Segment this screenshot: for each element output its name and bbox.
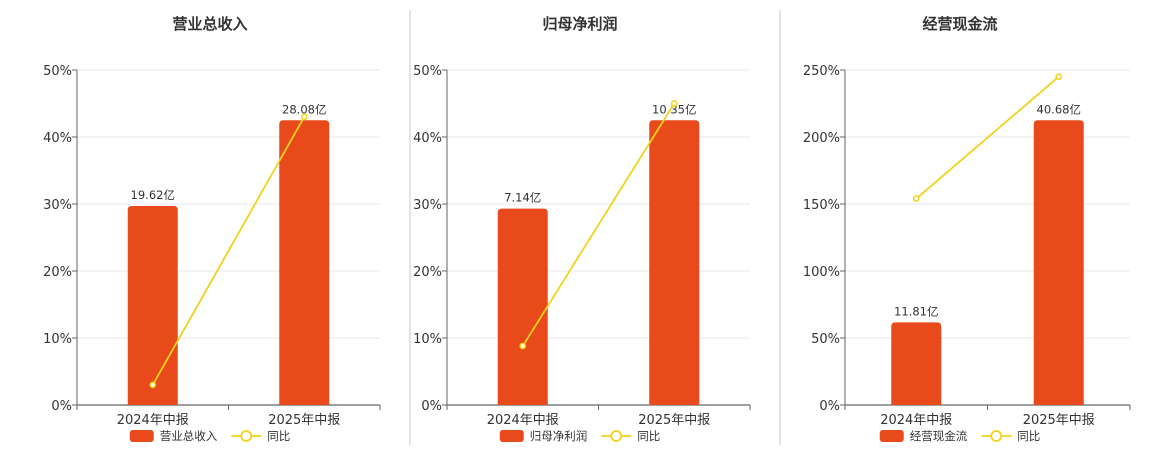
y-tick-label: 30% xyxy=(43,198,72,213)
y-tick-label: 20% xyxy=(43,265,72,280)
bar-data-label: 28.08亿 xyxy=(282,102,326,116)
line-point xyxy=(519,342,527,350)
y-tick-label: 10% xyxy=(43,332,72,347)
y-tick-label: 100% xyxy=(803,265,840,280)
legend-swatch-marker xyxy=(990,430,1003,442)
bar xyxy=(279,120,330,405)
legend-label: 同比 xyxy=(1017,429,1040,443)
x-tick-label: 2024年中报 xyxy=(880,413,952,428)
legend-label: 归母净利润 xyxy=(530,429,588,443)
x-tick-label: 2025年中报 xyxy=(1023,413,1095,428)
line-point xyxy=(670,100,678,107)
chart-panel-2: 归母净利润 0% 10% 20% 30% 40% 50% 2024年中报 2025年中报 7.14… xyxy=(413,15,751,443)
legend-label: 营业总收入 xyxy=(160,429,218,443)
line-point xyxy=(912,195,920,202)
legend-label: 同比 xyxy=(267,429,290,443)
y-tick-label: 50% xyxy=(413,64,442,79)
chart-title: 经营现金流 xyxy=(922,15,997,33)
y-tick-label: 40% xyxy=(43,131,72,146)
bar-data-label: 7.14亿 xyxy=(504,191,541,205)
line-point xyxy=(300,113,308,121)
x-tick-label: 2024年中报 xyxy=(117,413,189,428)
y-tick-label: 30% xyxy=(413,198,442,213)
x-tick-label: 2024年中报 xyxy=(487,413,559,428)
bar-data-label: 19.62亿 xyxy=(131,188,175,202)
line-series xyxy=(521,103,676,347)
y-tick-label: 150% xyxy=(803,198,840,213)
legend-label: 经营现金流 xyxy=(910,429,968,443)
legend-swatch-bar xyxy=(129,430,154,442)
bar-data-label: 40.68亿 xyxy=(1037,102,1081,116)
y-tick-label: 200% xyxy=(803,131,840,146)
bar xyxy=(649,120,700,405)
bar xyxy=(1033,120,1084,405)
line-point xyxy=(1055,73,1063,81)
bar-data-label: 11.81亿 xyxy=(894,304,938,318)
y-tick-label: 0% xyxy=(819,399,840,414)
legend-swatch-marker xyxy=(610,430,623,442)
y-tick-label: 20% xyxy=(413,265,442,280)
legend-label: 同比 xyxy=(637,429,660,443)
chart-panel-1: 营业总收入 0% 10% 20% 30% 40% 50% 2024年中报 2025年中报 19.6… xyxy=(43,15,381,443)
y-tick-label: 250% xyxy=(803,64,840,79)
y-tick-label: 10% xyxy=(413,332,442,347)
y-tick-label: 50% xyxy=(43,64,72,79)
legend-swatch-bar xyxy=(879,430,904,442)
legend-swatch-marker xyxy=(240,430,253,442)
chart-title: 归母净利润 xyxy=(542,15,617,33)
y-tick-label: 0% xyxy=(51,399,72,414)
x-tick-label: 2025年中报 xyxy=(268,413,340,428)
legend-swatch-bar xyxy=(499,430,524,442)
bar-data-label: 10.35亿 xyxy=(652,102,696,116)
bar xyxy=(497,208,548,405)
y-tick-label: 50% xyxy=(811,332,840,347)
bar xyxy=(891,322,942,405)
chart-title: 营业总收入 xyxy=(172,15,247,33)
y-tick-label: 0% xyxy=(421,399,442,414)
x-tick-label: 2025年中报 xyxy=(638,413,710,428)
y-tick-label: 40% xyxy=(413,131,442,146)
line-series xyxy=(151,116,306,386)
bar xyxy=(127,206,178,405)
line-series xyxy=(915,76,1060,200)
line-point xyxy=(149,381,157,389)
chart-panel-3: 经营现金流 0% 50% 100% 150% 200% 250% 2024年中报 2025年中报… xyxy=(803,15,1131,443)
